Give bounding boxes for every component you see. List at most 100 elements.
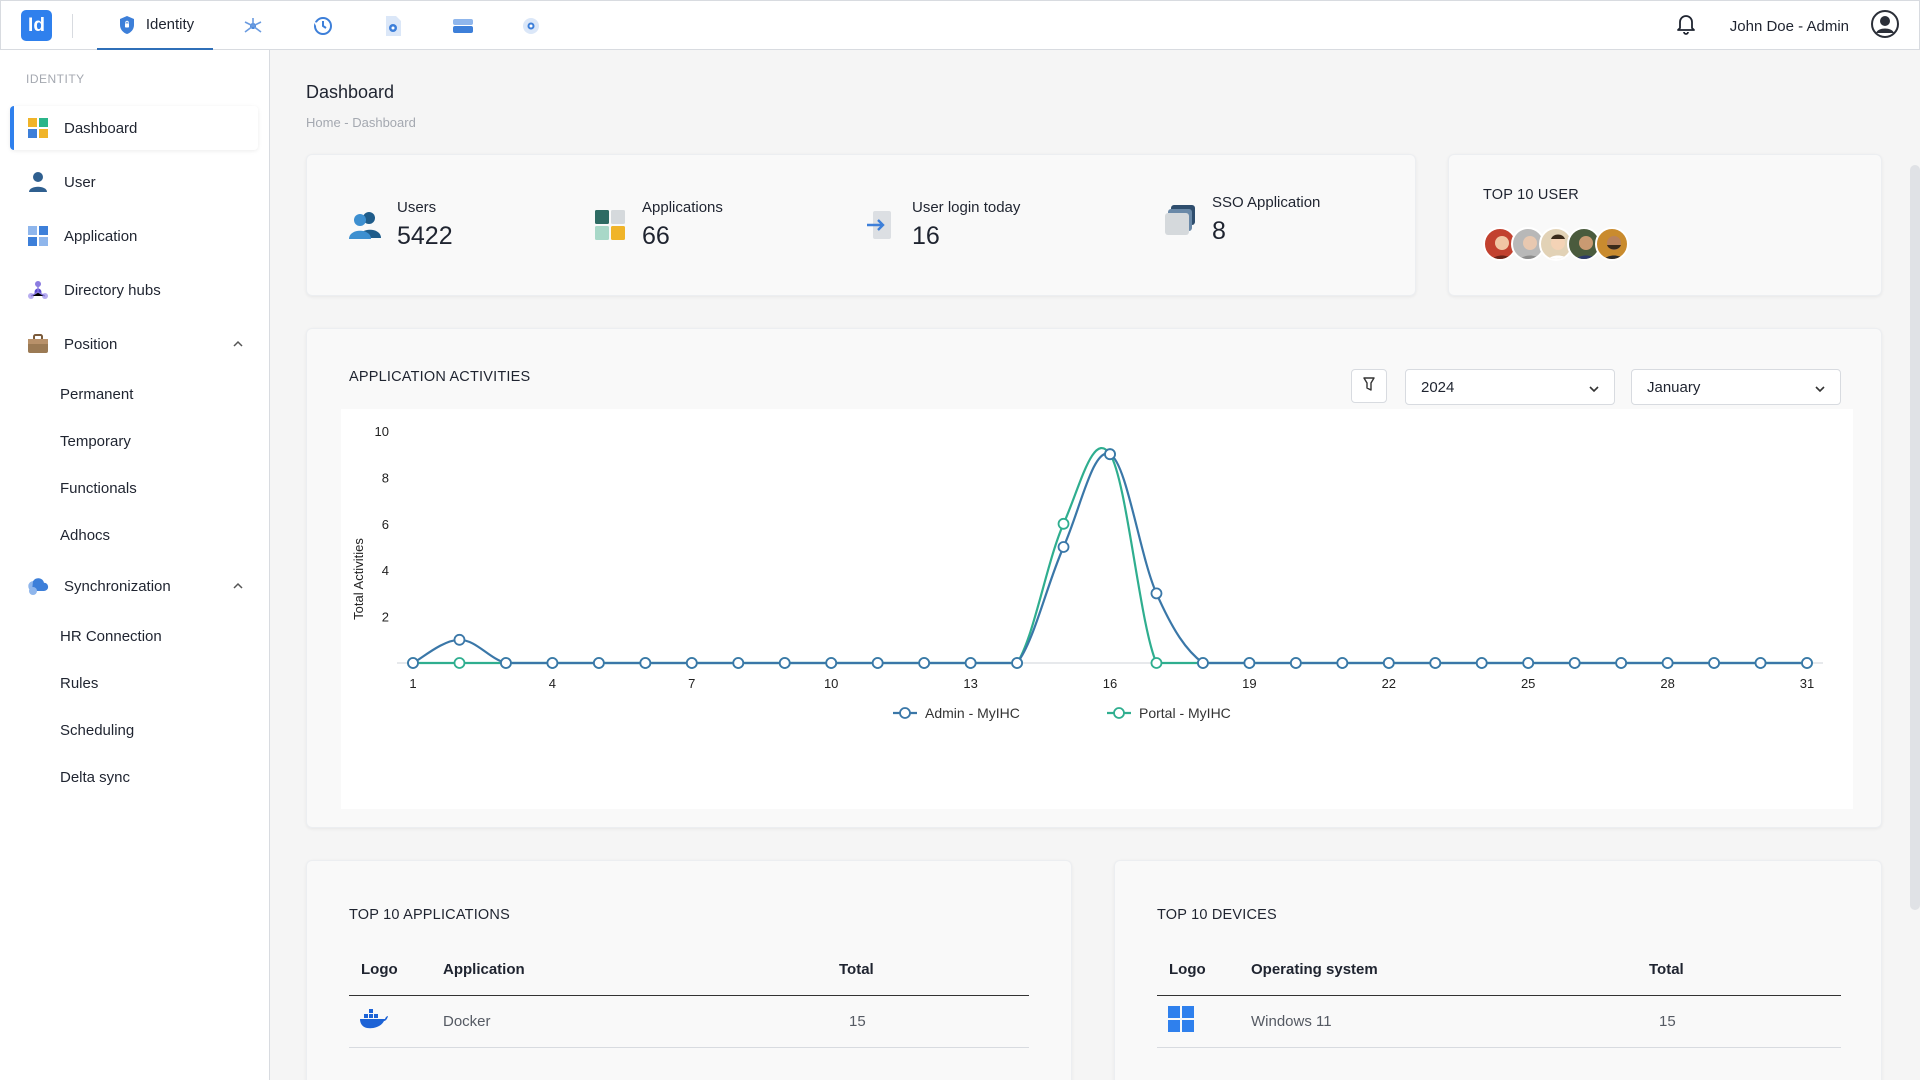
tab-identity[interactable]: Identity bbox=[97, 1, 213, 51]
data-point[interactable] bbox=[1475, 657, 1488, 669]
data-point[interactable] bbox=[1104, 448, 1116, 461]
series-line bbox=[413, 446, 1807, 665]
stat-sso-application[interactable]: SSO Application 8 bbox=[1162, 194, 1320, 246]
tab-documents[interactable] bbox=[381, 1, 405, 51]
sidebar-item-application[interactable]: Application bbox=[10, 214, 258, 258]
top-devices-table: Logo Operating system Total Windows 11 1… bbox=[1157, 945, 1841, 1048]
scrollbar[interactable] bbox=[1910, 165, 1920, 910]
data-point[interactable] bbox=[871, 657, 884, 669]
data-point[interactable] bbox=[1801, 657, 1813, 669]
data-point[interactable] bbox=[1150, 657, 1163, 669]
line-chart: Total Activities 2 4 6 8 10 1 4 7 10 13 16 19 22 25 2… bbox=[351, 424, 1823, 721]
avatar[interactable] bbox=[1595, 227, 1629, 261]
data-point[interactable] bbox=[1429, 657, 1442, 669]
y-tick-label: 8 bbox=[382, 470, 389, 485]
year-select[interactable]: 2024 bbox=[1405, 369, 1615, 405]
data-point[interactable] bbox=[1243, 657, 1256, 669]
tab-servers[interactable] bbox=[451, 1, 475, 51]
sidebar-subitem-scheduling[interactable]: Scheduling bbox=[60, 722, 135, 739]
column-header: Total bbox=[839, 945, 1029, 996]
chevron-up-icon[interactable] bbox=[232, 337, 244, 349]
filter-button[interactable] bbox=[1351, 369, 1387, 403]
x-tick-label: 13 bbox=[963, 676, 977, 691]
sidebar-item-user[interactable]: User bbox=[10, 160, 258, 204]
card-title: TOP 10 APPLICATIONS bbox=[349, 907, 510, 923]
data-point[interactable] bbox=[1708, 657, 1720, 669]
data-point[interactable] bbox=[1057, 541, 1070, 553]
sidebar-item-directory-hubs[interactable]: Directory hubs bbox=[10, 268, 258, 312]
sidebar-item-synchronization[interactable]: Synchronization bbox=[10, 564, 258, 608]
y-tick-label: 6 bbox=[382, 517, 389, 532]
year-select-value: 2024 bbox=[1421, 378, 1455, 396]
data-point[interactable] bbox=[1382, 657, 1395, 669]
data-point[interactable] bbox=[1197, 657, 1209, 669]
sidebar-subitem-hr-connection[interactable]: HR Connection bbox=[60, 628, 162, 645]
data-point[interactable] bbox=[1011, 657, 1023, 669]
sidebar-subitem-temporary[interactable]: Temporary bbox=[60, 433, 131, 450]
stat-applications[interactable]: Applications 66 bbox=[592, 199, 723, 251]
data-point[interactable] bbox=[685, 657, 698, 669]
tab-history[interactable] bbox=[311, 1, 335, 51]
tab-settings[interactable] bbox=[519, 1, 543, 51]
data-point[interactable] bbox=[1615, 657, 1628, 669]
sidebar-subitem-functionals[interactable]: Functionals bbox=[60, 480, 137, 497]
sidebar-subitem-rules[interactable]: Rules bbox=[60, 675, 99, 692]
data-point[interactable] bbox=[407, 657, 419, 669]
data-point[interactable] bbox=[1150, 587, 1163, 600]
legend-item[interactable]: Portal - MyIHC bbox=[1107, 705, 1231, 721]
data-point[interactable] bbox=[1568, 657, 1581, 669]
stat-users[interactable]: Users 5422 bbox=[347, 199, 453, 251]
sidebar: IDENTITY Dashboard User Application Dire… bbox=[0, 50, 270, 1080]
avatar[interactable] bbox=[1483, 227, 1517, 261]
chevron-up-icon[interactable] bbox=[232, 579, 244, 591]
breadcrumb[interactable]: Home - Dashboard bbox=[306, 115, 416, 130]
data-point[interactable] bbox=[1522, 657, 1535, 669]
app-name: Docker bbox=[443, 995, 839, 1048]
avatar[interactable] bbox=[1511, 227, 1545, 261]
card-title: TOP 10 USER bbox=[1483, 187, 1579, 203]
data-point[interactable] bbox=[732, 657, 745, 669]
sidebar-subitem-permanent[interactable]: Permanent bbox=[60, 386, 134, 403]
data-point[interactable] bbox=[546, 657, 559, 669]
table-row[interactable]: Docker 15 bbox=[349, 995, 1029, 1048]
stat-user-login-today[interactable]: User login today 16 bbox=[862, 199, 1020, 251]
data-point[interactable] bbox=[1336, 657, 1349, 669]
data-point[interactable] bbox=[1661, 657, 1674, 669]
filter-icon bbox=[1363, 376, 1375, 397]
history-icon bbox=[312, 15, 334, 37]
tab-identity-label: Identity bbox=[145, 16, 195, 33]
data-point[interactable] bbox=[1754, 657, 1767, 669]
legend-item[interactable]: Admin - MyIHC bbox=[893, 705, 1020, 721]
data-point[interactable] bbox=[592, 657, 605, 669]
data-point[interactable] bbox=[639, 657, 652, 669]
data-point[interactable] bbox=[453, 633, 466, 646]
sidebar-subitem-delta-sync[interactable]: Delta sync bbox=[60, 769, 131, 786]
data-point[interactable] bbox=[918, 657, 931, 669]
data-point[interactable] bbox=[825, 657, 838, 669]
table-row[interactable]: Windows 11 15 bbox=[1157, 995, 1841, 1048]
sidebar-item-dashboard[interactable]: Dashboard bbox=[10, 106, 258, 150]
month-select[interactable]: January bbox=[1631, 369, 1841, 405]
data-point[interactable] bbox=[453, 657, 466, 669]
tab-network[interactable] bbox=[241, 1, 265, 51]
sidebar-item-position[interactable]: Position bbox=[10, 322, 258, 366]
user-name[interactable]: John Doe - Admin bbox=[1729, 17, 1849, 35]
data-point[interactable] bbox=[778, 657, 791, 669]
stat-label: Applications bbox=[642, 199, 723, 216]
sso-stack-icon bbox=[1162, 202, 1198, 238]
data-point[interactable] bbox=[1057, 517, 1070, 530]
user-area: John Doe - Admin bbox=[1676, 1, 1899, 51]
sidebar-item-label: Directory hubs bbox=[64, 281, 161, 299]
sidebar-subitem-adhocs[interactable]: Adhocs bbox=[60, 527, 111, 544]
data-point[interactable] bbox=[500, 657, 512, 669]
data-point[interactable] bbox=[1289, 657, 1302, 669]
legend-label: Admin - MyIHC bbox=[925, 705, 1020, 721]
avatar[interactable] bbox=[1871, 9, 1899, 43]
app-logo[interactable]: Id bbox=[21, 10, 52, 41]
sidebar-section-label: IDENTITY bbox=[26, 72, 85, 86]
y-axis-label: Total Activities bbox=[351, 538, 366, 620]
users-icon bbox=[347, 207, 383, 243]
bell-icon[interactable] bbox=[1676, 13, 1696, 40]
column-header: Total bbox=[1649, 945, 1841, 996]
data-point[interactable] bbox=[964, 657, 977, 669]
